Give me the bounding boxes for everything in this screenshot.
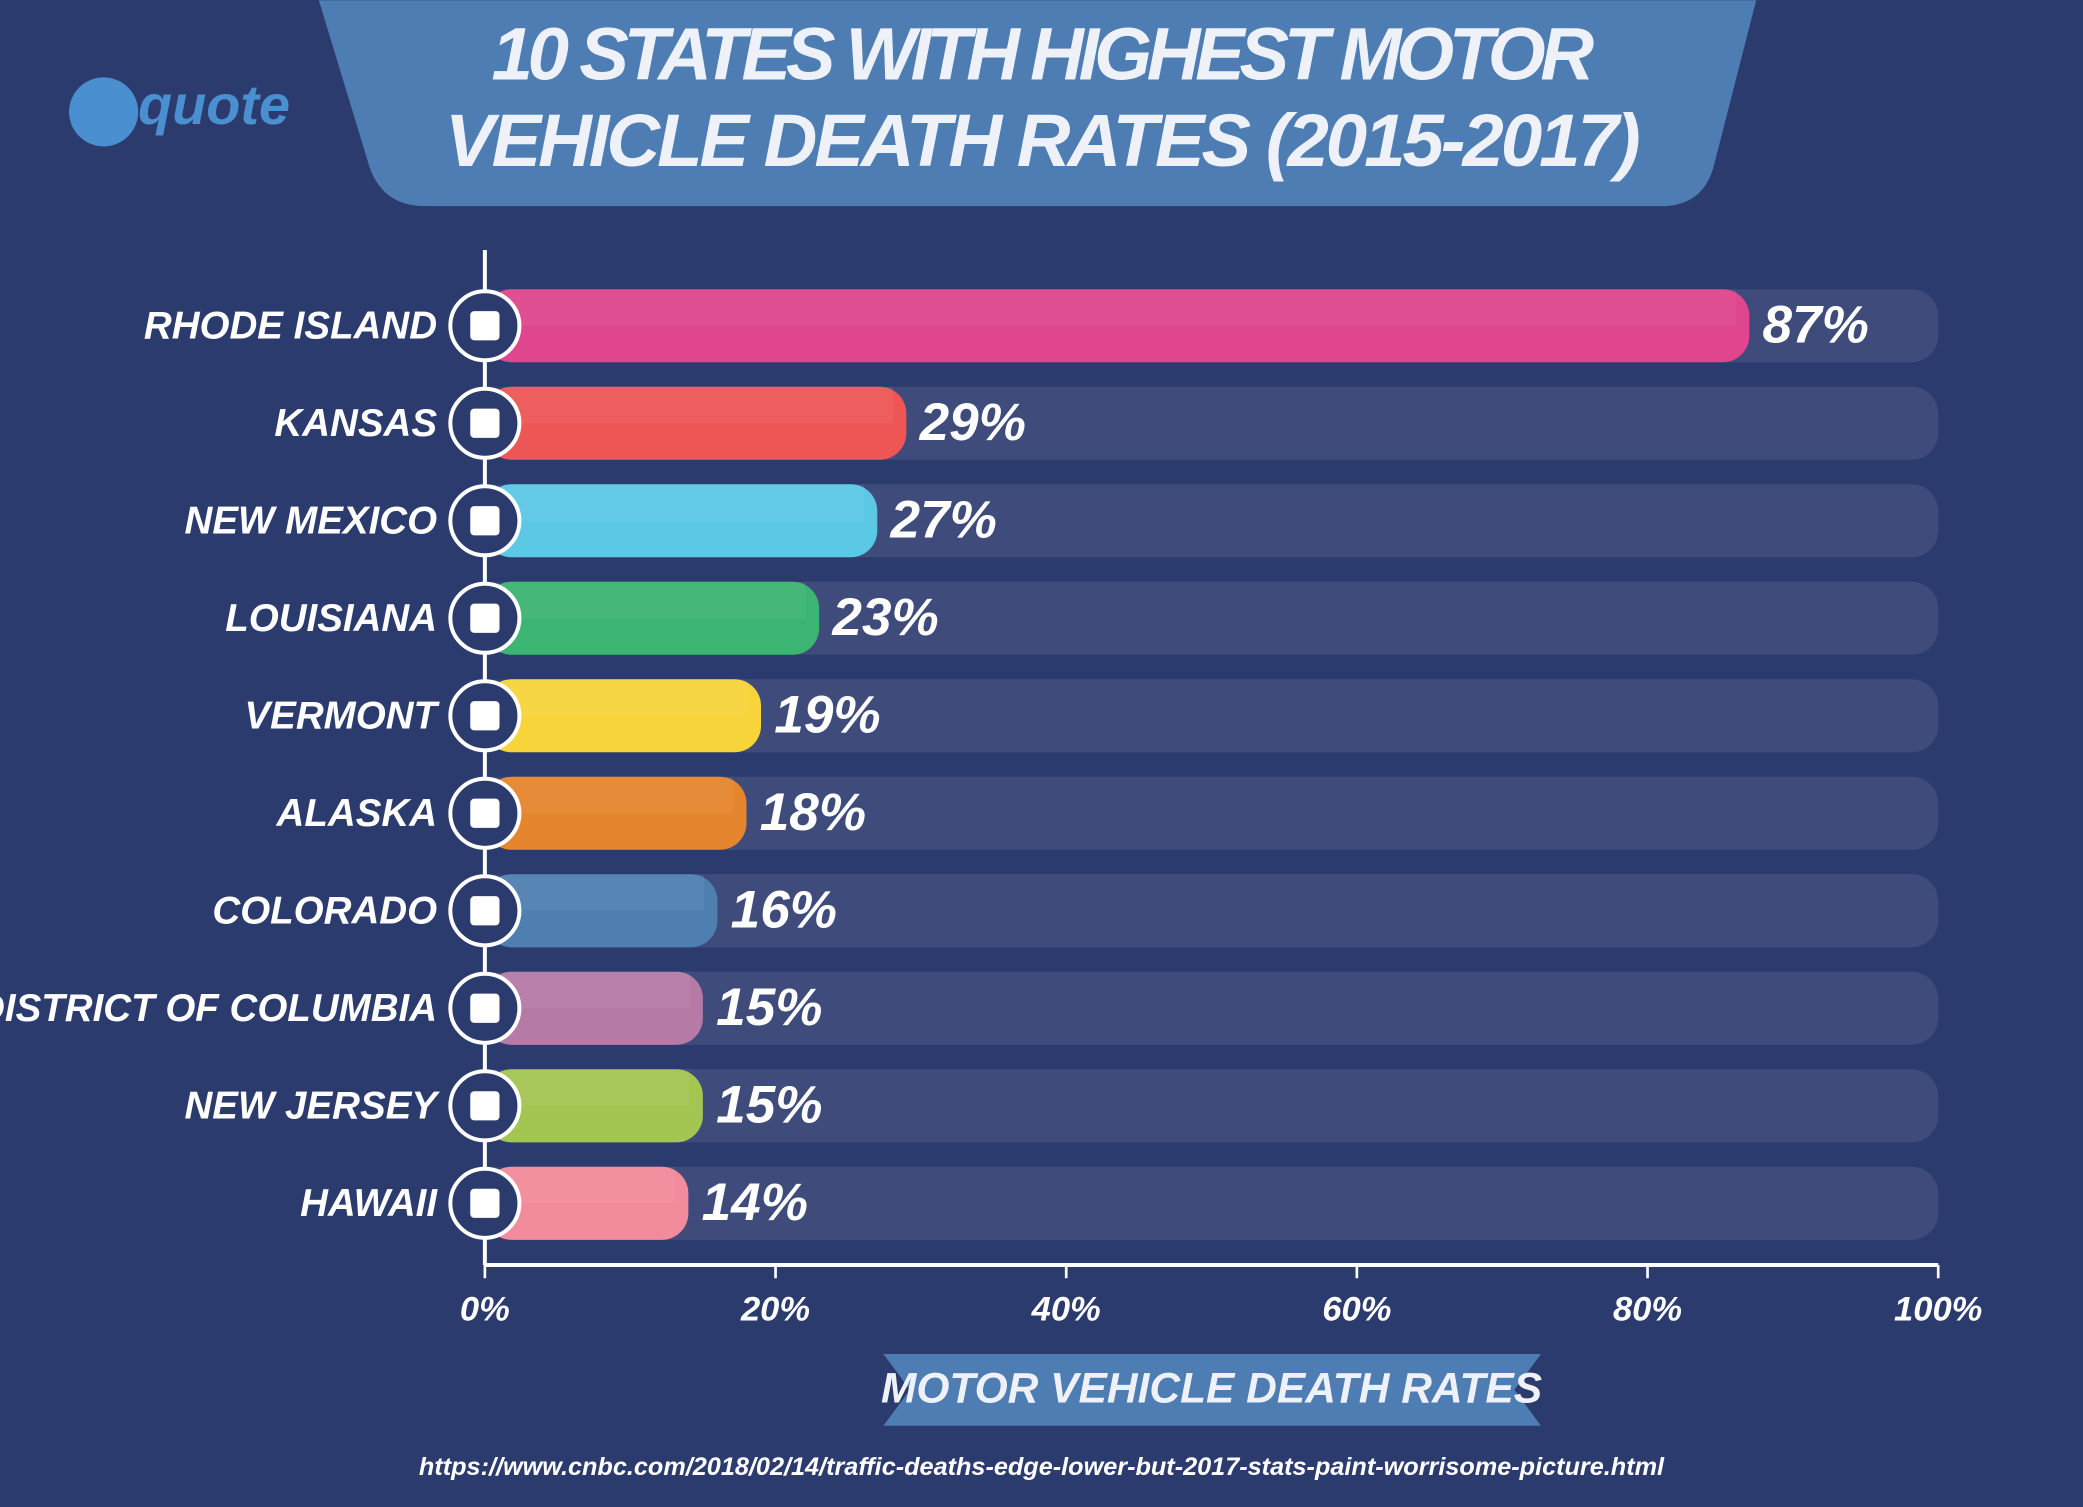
bar xyxy=(484,971,703,1045)
bar xyxy=(484,874,718,948)
bar xyxy=(484,484,878,558)
x-axis-label: MOTOR VEHICLE DEATH RATES xyxy=(881,1365,1542,1412)
y-tick-label: HAWAII xyxy=(300,1182,438,1225)
state-shape xyxy=(470,506,500,536)
value-label: 87% xyxy=(1763,295,1869,354)
logo-icon xyxy=(69,77,139,147)
y-tick-label: KANSAS xyxy=(274,402,437,445)
y-tick-label: NEW MEXICO xyxy=(185,500,438,543)
bar xyxy=(484,776,747,850)
track xyxy=(484,971,1939,1045)
state-shape xyxy=(470,993,500,1023)
x-label-banner xyxy=(883,1353,1541,1426)
bar-highlight xyxy=(484,581,806,619)
value-label: 15% xyxy=(716,1075,822,1134)
state-shape xyxy=(470,798,500,828)
state-shape xyxy=(470,1188,500,1218)
bar xyxy=(484,386,907,460)
x-tick-label: 20% xyxy=(740,1291,810,1329)
chart-title: VEHICLE DEATH RATES (2015-2017) xyxy=(445,99,1641,182)
track xyxy=(484,1069,1939,1143)
source: https://www.cnbc.com/2018/02/14/traffic-… xyxy=(419,1453,1665,1481)
state-shape xyxy=(470,701,500,731)
bar xyxy=(484,1166,689,1240)
state-shape xyxy=(470,603,500,633)
x-tick-label: 40% xyxy=(1031,1291,1101,1329)
state-shape xyxy=(470,1091,500,1121)
x-tick-label: 60% xyxy=(1322,1291,1391,1329)
value-label: 27% xyxy=(890,490,997,549)
bar-highlight xyxy=(484,874,705,911)
y-tick-label: ALASKA xyxy=(276,792,437,835)
bar-highlight xyxy=(484,679,748,716)
track xyxy=(484,874,1939,948)
chart-title: 10 STATES WITH HIGHEST MOTOR xyxy=(492,13,1595,96)
value-label: 18% xyxy=(760,783,866,842)
y-tick-label: DISTRICT OF COLUMBIA xyxy=(0,987,437,1030)
value-label: 29% xyxy=(919,393,1026,452)
x-tick-label: 80% xyxy=(1613,1291,1682,1329)
bar xyxy=(484,581,820,655)
y-tick-label: COLORADO xyxy=(212,890,437,933)
y-tick-label: RHODE ISLAND xyxy=(144,305,437,348)
track xyxy=(484,776,1939,850)
track xyxy=(484,679,1939,753)
state-shape xyxy=(470,896,500,926)
bar-highlight xyxy=(484,484,864,521)
y-tick-label: LOUISIANA xyxy=(225,597,437,640)
track xyxy=(484,1166,1939,1240)
y-tick-label: VERMONT xyxy=(244,695,440,738)
bar-highlight xyxy=(484,386,894,424)
x-tick-label: 0% xyxy=(460,1291,510,1329)
state-shape xyxy=(470,408,500,438)
y-tick-label: NEW JERSEY xyxy=(184,1085,440,1128)
value-label: 15% xyxy=(716,978,822,1037)
value-label: 23% xyxy=(831,588,938,647)
value-label: 16% xyxy=(731,880,837,939)
bar-highlight xyxy=(484,289,1736,326)
bar xyxy=(484,1069,703,1143)
bar-highlight xyxy=(484,776,734,814)
bar xyxy=(484,679,762,753)
title-banner xyxy=(318,0,1757,207)
track xyxy=(484,581,1939,655)
logo-text: quote xyxy=(138,73,290,136)
value-label: 14% xyxy=(702,1173,808,1232)
bar xyxy=(484,289,1750,363)
state-shape xyxy=(470,311,500,341)
x-tick-label: 100% xyxy=(1894,1291,1982,1329)
value-label: 19% xyxy=(774,685,880,744)
